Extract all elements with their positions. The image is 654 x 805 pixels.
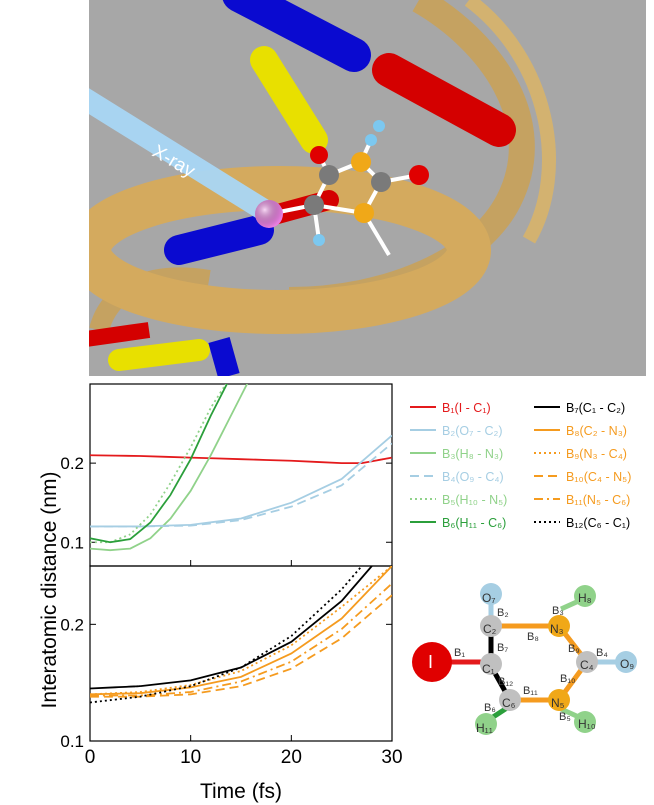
- bond-label: B₅: [559, 711, 571, 723]
- chart-top: 0.1 0.2: [60, 383, 393, 567]
- legend-entry: B₁(I - C₁): [442, 401, 491, 415]
- atom-h11: [475, 713, 497, 735]
- atom-h8: [574, 585, 596, 607]
- hydrogen-atom-3d: [365, 134, 377, 146]
- x-axis-label: Time (fs): [200, 780, 282, 803]
- legend-entry: B₅(H₁₀ - N₅): [442, 493, 507, 507]
- legend-entry: B₄(O₉ - C₄): [442, 470, 504, 484]
- legend: B₁(I - C₁) B₇(C₁ - C₂) B₂(O₇ - C₂) B₈(C₂ - …: [410, 401, 631, 530]
- y-tick-label: 0.1: [60, 533, 84, 552]
- bond-label: B₁₀: [560, 673, 576, 685]
- series-line-1: [90, 454, 392, 465]
- x-tick-label: 0: [85, 747, 96, 768]
- atom-label: N₃: [550, 622, 564, 636]
- atom-label: I: [428, 652, 433, 672]
- atom-n3: [548, 615, 570, 637]
- series-line-2: [90, 434, 392, 528]
- molecule-scheme: O₇ H₈ I O₉ H₁₁ H₁₀ C₂ N₃ C₁ C₄ C₆ N₅ B₁ B₂ B₃ B₄ B₅ B₆ B₇…: [412, 583, 637, 735]
- bond-label: B₃: [552, 605, 564, 617]
- legend-entry: B₃(H₈ - N₃): [442, 447, 503, 461]
- series-line-3: [90, 384, 249, 552]
- atom-label: C₁: [482, 662, 495, 676]
- yellow-rod-lower: [108, 339, 210, 371]
- blue-rod-bottom: [208, 337, 240, 376]
- helix-ribbon-back: [464, 0, 556, 244]
- x-tick-label: 20: [281, 747, 302, 768]
- x-tick-label: 10: [180, 747, 201, 768]
- atom-c2: [480, 615, 502, 637]
- atom-c6: [499, 689, 521, 711]
- atom-label: C₆: [502, 696, 516, 710]
- legend-entry: B₁₁(N₅ - C₆): [566, 493, 630, 507]
- bond-label: B₉: [568, 643, 580, 655]
- atom-c1: [480, 653, 502, 675]
- atom-label: N₅: [551, 696, 565, 710]
- x-tick-label: 30: [381, 747, 402, 768]
- oxygen-atom-3d: [409, 165, 429, 185]
- chart-bottom-frame: [89, 565, 393, 742]
- atom-label: H₁₀: [578, 717, 596, 731]
- bond-label: B₂: [497, 607, 509, 619]
- legend-entry: B₆(H₁₁ - C₆): [442, 516, 506, 530]
- atom-label: H₁₁: [476, 721, 493, 735]
- bond-label: B₈: [527, 631, 539, 643]
- bond-label: B₄: [596, 647, 608, 659]
- bond-label: B₁: [454, 647, 465, 659]
- bond-label: B₁₁: [523, 685, 538, 697]
- series-line-11: [90, 582, 392, 697]
- atom-n5: [548, 689, 570, 711]
- series-line-6: [90, 384, 228, 544]
- atom-o7: [480, 583, 502, 605]
- bond-label: B₆: [484, 702, 496, 714]
- helix-torus: [89, 166, 491, 334]
- bond-label: B₁₂: [498, 676, 513, 688]
- atom-label: O₉: [620, 657, 634, 671]
- y-tick-label: 0.2: [60, 615, 84, 634]
- series-line-4: [90, 442, 392, 528]
- nitrogen-atom-3d: [354, 203, 374, 223]
- y-tick-label: 0.2: [60, 454, 84, 473]
- atom-h10: [574, 711, 596, 733]
- bond-label: B₇: [497, 642, 508, 654]
- legend-entry: B₉(N₃ - C₄): [566, 447, 627, 461]
- series-line-8: [90, 566, 392, 696]
- oxygen-atom-3d: [310, 146, 328, 164]
- series-line-9: [90, 566, 392, 696]
- red-rod: [372, 53, 516, 147]
- legend-entry: B₁₂(C₆ - C₁): [566, 516, 630, 530]
- legend-entry: B₂(O₇ - C₂): [442, 424, 503, 438]
- atom-label: C₄: [580, 658, 594, 672]
- legend-entry: B₁₀(C₄ - N₅): [566, 470, 631, 484]
- y-tick-label: 0.1: [60, 732, 84, 751]
- nitrogen-atom-3d: [351, 152, 371, 172]
- atom-o9: [615, 651, 637, 673]
- hydrogen-atom-3d: [373, 120, 385, 132]
- atom-label: H₈: [578, 591, 592, 605]
- atom-label: O₇: [482, 591, 495, 605]
- yellow-rod: [250, 46, 328, 154]
- chart-bottom: 0.1 0.2 0 10 20 30: [60, 565, 403, 768]
- blue-rod: [222, 0, 371, 72]
- carbon-atom-3d: [371, 172, 391, 192]
- carbon-atom-3d: [319, 165, 339, 185]
- legend-entry: B₈(C₂ - N₃): [566, 424, 627, 438]
- carbon-atom-3d: [304, 195, 324, 215]
- blue-rod-lower: [164, 215, 274, 265]
- plots-area: 0.1 0.2 0.1 0.2 0 10 20 30 Time (fs) B₁(I - C₁…: [60, 383, 637, 803]
- atom-c4: [576, 651, 598, 673]
- atom-i: [412, 642, 452, 682]
- series-line-5: [90, 384, 227, 544]
- legend-entry: B₇(C₁ - C₂): [566, 401, 625, 415]
- hydrogen-atom-3d: [313, 234, 325, 246]
- xray-beam: [89, 88, 270, 220]
- dna-render-image: X-ray: [89, 0, 646, 376]
- series-line-12: [90, 566, 363, 704]
- red-rod-bottom: [89, 322, 151, 347]
- atom-label: C₂: [483, 622, 497, 636]
